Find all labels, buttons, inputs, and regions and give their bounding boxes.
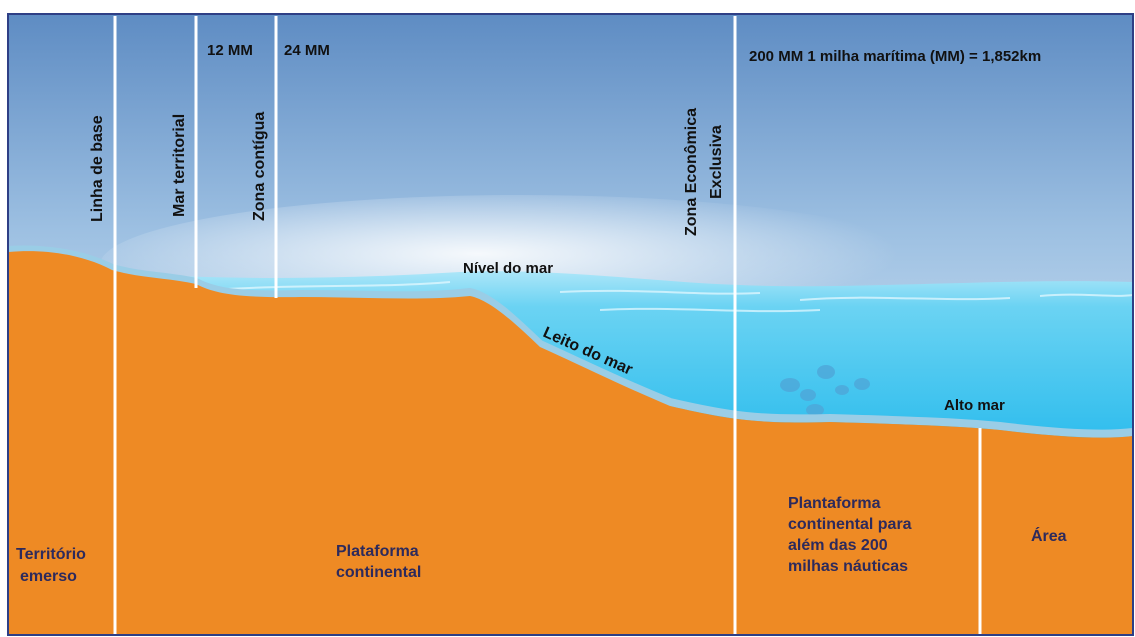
label-alto-mar: Alto mar (944, 397, 1005, 414)
label-zee-line2: Exclusiva (708, 125, 725, 199)
label-200mm-unit: 200 MM 1 milha marítima (MM) = 1,852km (749, 48, 1041, 65)
label-nivel-do-mar: Nível do mar (463, 260, 553, 277)
label-24mm: 24 MM (284, 42, 330, 59)
label-zee-line1: Zona Econômica (683, 108, 700, 236)
label-area: Área (1031, 526, 1067, 545)
label-unit-note: 1 milha marítima (MM) = 1,852km (807, 48, 1041, 65)
label-mar-territorial: Mar territorial (171, 114, 188, 217)
label-12mm: 12 MM (207, 42, 253, 59)
label-linha-de-base: Linha de base (89, 115, 106, 222)
label-200mm: 200 MM (749, 48, 803, 65)
label-zona-contigua: Zona contígua (251, 112, 268, 221)
